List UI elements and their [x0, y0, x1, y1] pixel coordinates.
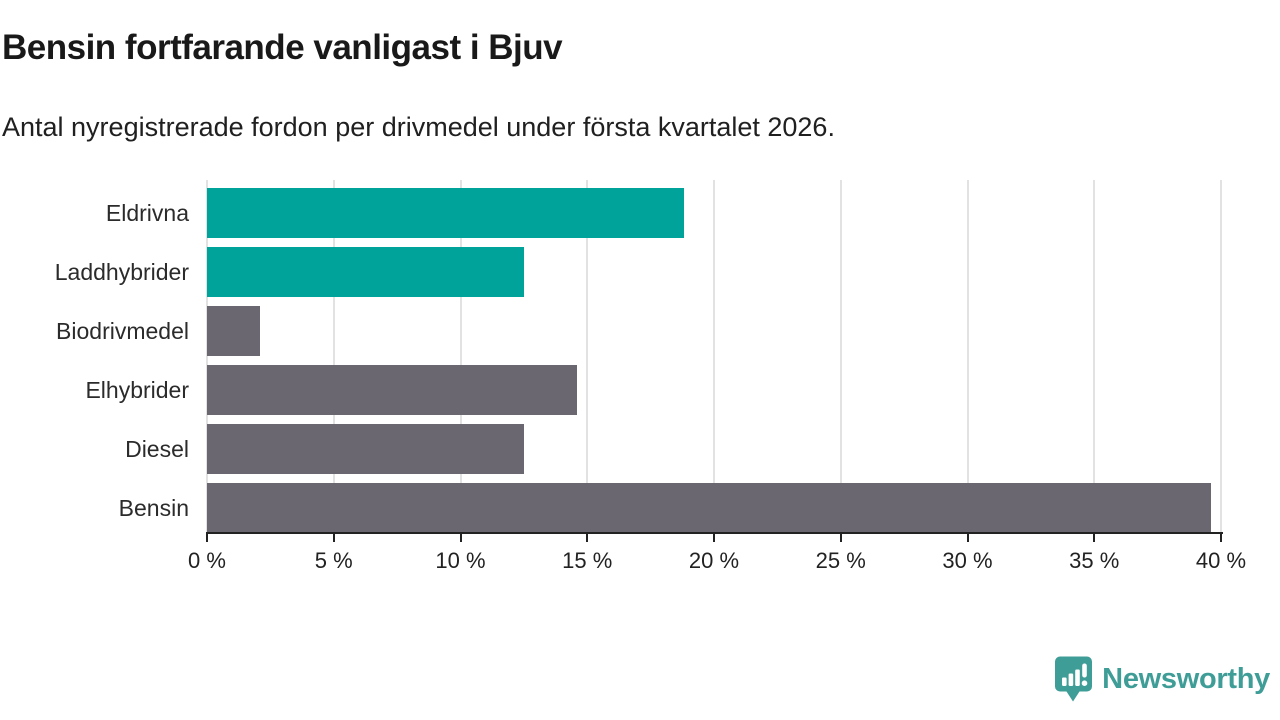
x-tick	[206, 534, 208, 542]
chart-title: Bensin fortfarande vanligast i Bjuv	[2, 28, 563, 67]
x-tick-label: 15 %	[562, 548, 613, 573]
x-tick-label: 25 %	[815, 548, 866, 573]
x-tick-label: 0 %	[188, 548, 226, 573]
x-tick-label: 35 %	[1069, 548, 1120, 573]
bar-row	[207, 188, 1221, 238]
category-label: Elhybrider	[85, 377, 189, 403]
bar-row	[207, 424, 1221, 474]
x-tick	[839, 534, 842, 542]
bar-row	[207, 306, 1221, 356]
gridline	[332, 180, 335, 534]
bar-laddhybrider	[207, 247, 524, 297]
x-tick-label: 30 %	[942, 548, 993, 573]
bar-eldrivna	[207, 188, 684, 238]
category-label: Diesel	[125, 436, 189, 462]
gridline	[966, 180, 969, 534]
x-tick-label: 10 %	[435, 548, 486, 573]
y-axis-labels: Eldrivna Laddhybrider Biodrivmedel Elhybrid…	[0, 180, 189, 534]
x-tick	[1093, 534, 1096, 542]
bar-diesel	[207, 424, 524, 474]
x-tick	[1220, 534, 1222, 542]
gridline	[713, 180, 715, 534]
x-tick	[586, 534, 589, 542]
category-label: Eldrivna	[105, 200, 189, 226]
bar-biodrivmedel	[207, 306, 261, 356]
bar-row	[207, 247, 1221, 297]
gridline	[586, 180, 589, 534]
x-tick	[459, 534, 462, 542]
gridline	[839, 180, 842, 534]
brand-logo: Newsworthy	[1054, 656, 1270, 703]
x-axis-line	[206, 532, 1223, 534]
x-axis: 0 % 5 % 10 % 15 % 20 % 25 % 30 % 35 % 40 %	[188, 534, 1246, 574]
x-tick-label: 20 %	[688, 548, 740, 573]
plot-area	[206, 180, 1222, 534]
category-label: Laddhybrider	[54, 259, 189, 285]
gridline	[206, 180, 208, 534]
gridline	[459, 180, 462, 534]
brand-name: Newsworthy	[1102, 663, 1270, 695]
bar-bensin	[207, 483, 1211, 533]
bar-row	[207, 483, 1221, 533]
category-label: Biodrivmedel	[56, 318, 189, 344]
x-tick-label: 40 %	[1195, 548, 1247, 573]
x-tick	[966, 534, 969, 542]
x-tick-label: 5 %	[314, 548, 353, 573]
x-tick	[713, 534, 715, 542]
chart-subtitle: Antal nyregistrerade fordon per drivmede…	[2, 112, 835, 142]
x-tick	[332, 534, 335, 542]
gridline	[1220, 180, 1222, 534]
gridline	[1093, 180, 1096, 534]
category-label: Bensin	[118, 495, 189, 521]
newsworthy-logo-icon	[1055, 656, 1093, 702]
bar-row	[207, 365, 1221, 415]
bar-elhybrider	[207, 365, 578, 415]
